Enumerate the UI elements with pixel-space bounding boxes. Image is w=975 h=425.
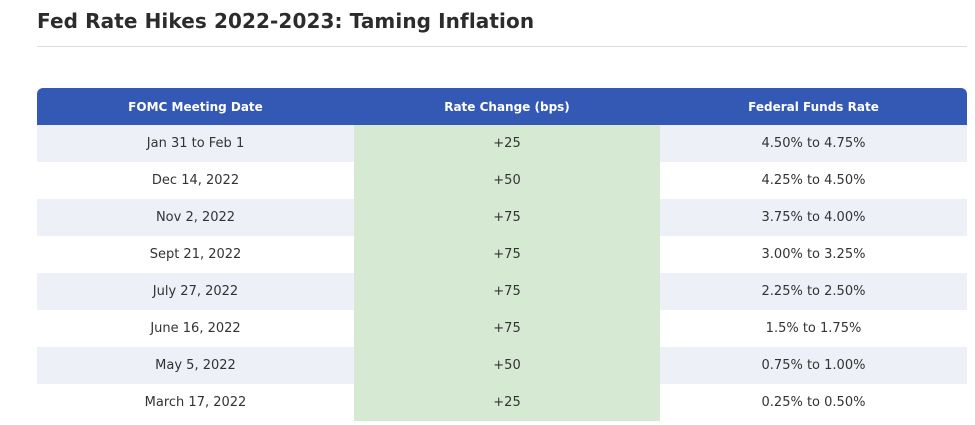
cell-funds-rate: 4.25% to 4.50%	[660, 162, 967, 199]
table-row: Jan 31 to Feb 1 +25 4.50% to 4.75%	[37, 125, 967, 162]
cell-meeting-date: Dec 14, 2022	[37, 162, 354, 199]
cell-funds-rate: 2.25% to 2.50%	[660, 273, 967, 310]
table-row: May 5, 2022 +50 0.75% to 1.00%	[37, 347, 967, 384]
cell-funds-rate: 1.5% to 1.75%	[660, 310, 967, 347]
cell-funds-rate: 0.75% to 1.00%	[660, 347, 967, 384]
table-header-row: FOMC Meeting Date Rate Change (bps) Fede…	[37, 88, 967, 125]
cell-rate-change: +25	[354, 125, 660, 162]
cell-rate-change: +75	[354, 236, 660, 273]
cell-funds-rate: 4.50% to 4.75%	[660, 125, 967, 162]
cell-meeting-date: Nov 2, 2022	[37, 199, 354, 236]
table-row: Nov 2, 2022 +75 3.75% to 4.00%	[37, 199, 967, 236]
header-funds-rate: Federal Funds Rate	[660, 88, 967, 125]
cell-funds-rate: 3.75% to 4.00%	[660, 199, 967, 236]
header-rate-change: Rate Change (bps)	[354, 88, 660, 125]
cell-meeting-date: July 27, 2022	[37, 273, 354, 310]
cell-rate-change: +50	[354, 162, 660, 199]
table-row: Sept 21, 2022 +75 3.00% to 3.25%	[37, 236, 967, 273]
table-header: FOMC Meeting Date Rate Change (bps) Fede…	[37, 88, 967, 125]
cell-meeting-date: June 16, 2022	[37, 310, 354, 347]
table-row: July 27, 2022 +75 2.25% to 2.50%	[37, 273, 967, 310]
table-row: June 16, 2022 +75 1.5% to 1.75%	[37, 310, 967, 347]
cell-rate-change: +75	[354, 199, 660, 236]
cell-funds-rate: 0.25% to 0.50%	[660, 384, 967, 421]
cell-meeting-date: Sept 21, 2022	[37, 236, 354, 273]
cell-meeting-date: May 5, 2022	[37, 347, 354, 384]
table-body: Jan 31 to Feb 1 +25 4.50% to 4.75% Dec 1…	[37, 125, 967, 421]
rate-hikes-table: FOMC Meeting Date Rate Change (bps) Fede…	[37, 88, 967, 421]
cell-rate-change: +75	[354, 273, 660, 310]
header-meeting-date: FOMC Meeting Date	[37, 88, 354, 125]
page-title: Fed Rate Hikes 2022-2023: Taming Inflati…	[37, 9, 535, 33]
cell-rate-change: +50	[354, 347, 660, 384]
title-divider	[37, 46, 967, 47]
cell-rate-change: +25	[354, 384, 660, 421]
cell-meeting-date: Jan 31 to Feb 1	[37, 125, 354, 162]
cell-funds-rate: 3.00% to 3.25%	[660, 236, 967, 273]
cell-meeting-date: March 17, 2022	[37, 384, 354, 421]
table-row: Dec 14, 2022 +50 4.25% to 4.50%	[37, 162, 967, 199]
table-row: March 17, 2022 +25 0.25% to 0.50%	[37, 384, 967, 421]
cell-rate-change: +75	[354, 310, 660, 347]
